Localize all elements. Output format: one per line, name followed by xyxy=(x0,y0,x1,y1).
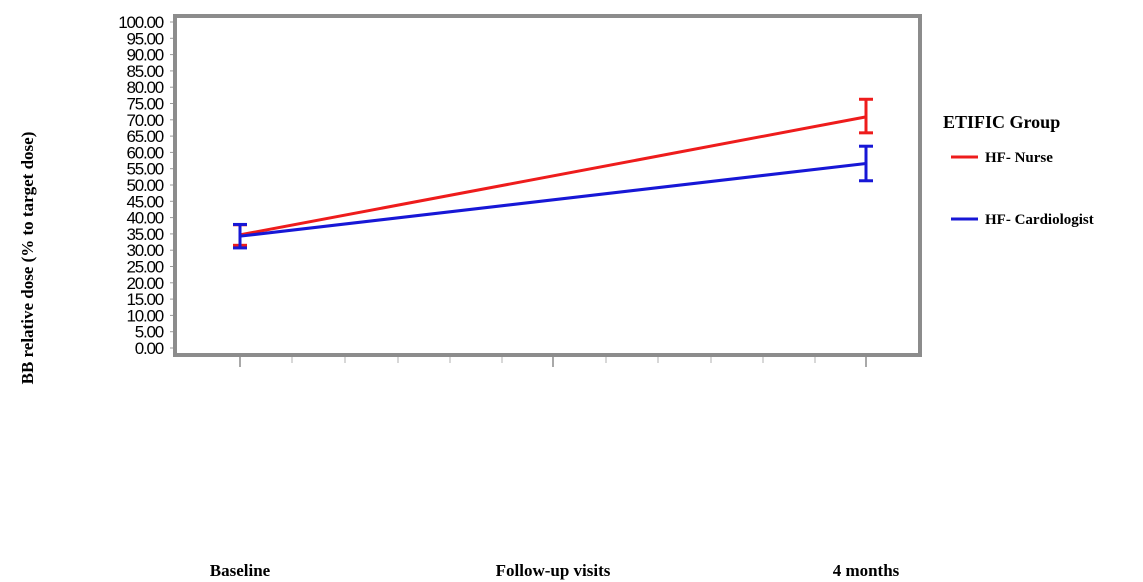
legend-item: HF- Cardiologist xyxy=(951,212,1094,228)
y-tick-label: 65.00 xyxy=(126,127,163,146)
y-tick-label: 30.00 xyxy=(126,241,163,260)
plot-frame xyxy=(173,14,922,357)
y-tick-label: 5.00 xyxy=(135,323,164,342)
y-tick-label: 75.00 xyxy=(126,95,163,114)
y-tick-label: 25.00 xyxy=(126,258,163,277)
error-bar xyxy=(233,222,247,250)
error-bar xyxy=(859,144,873,183)
x-tick-label: 4 months xyxy=(833,561,900,580)
legend-label: HF- Cardiologist xyxy=(985,212,1094,228)
y-tick-label: 60.00 xyxy=(126,143,163,162)
y-tick-label: 80.00 xyxy=(126,78,163,97)
y-tick-label: 100.00 xyxy=(118,13,164,32)
series-hf-nurse xyxy=(233,97,873,247)
y-tick-label: 35.00 xyxy=(126,225,163,244)
y-tick-label: 90.00 xyxy=(126,46,163,65)
y-tick-label: 95.00 xyxy=(126,29,163,48)
y-tick-label: 15.00 xyxy=(126,290,163,309)
series-line xyxy=(239,115,867,237)
x-tick-label: Baseline xyxy=(210,561,271,580)
series-hf-cardiologist xyxy=(233,144,873,250)
x-axis-labels: Baseline Follow-up visits 4 months xyxy=(210,561,900,580)
y-tick-label: 10.00 xyxy=(126,306,163,325)
legend-label: HF- Nurse xyxy=(985,150,1053,166)
legend-item: HF- Nurse xyxy=(951,150,1053,166)
y-tick-label: 50.00 xyxy=(126,176,163,195)
y-tick-label: 70.00 xyxy=(126,111,163,130)
y-tick-label: 45.00 xyxy=(126,192,163,211)
series-line xyxy=(239,161,867,238)
legend-title: ETIFIC Group xyxy=(943,112,1060,132)
x-axis xyxy=(239,357,867,367)
y-tick-label: 85.00 xyxy=(126,62,163,81)
y-axis-title: BB relative dose (% to target dose) xyxy=(18,132,37,385)
error-bar xyxy=(859,97,873,135)
x-tick-label: Follow-up visits xyxy=(496,561,611,580)
y-tick-label: 40.00 xyxy=(126,209,163,228)
y-tick-label: 0.00 xyxy=(135,339,164,358)
y-tick-label: 20.00 xyxy=(126,274,163,293)
y-axis-labels: 0.005.0010.0015.0020.0025.0030.0035.0040… xyxy=(118,13,165,358)
y-tick-label: 55.00 xyxy=(126,160,163,179)
legend: ETIFIC Group HF- Nurse HF- Cardiologist xyxy=(943,112,1094,228)
series-layer xyxy=(233,97,873,250)
